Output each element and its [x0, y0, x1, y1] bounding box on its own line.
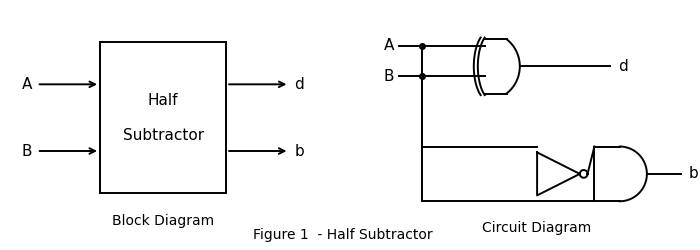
Text: B: B	[22, 144, 32, 158]
Text: d: d	[294, 77, 304, 92]
Text: A: A	[384, 38, 394, 53]
Text: b: b	[689, 166, 699, 182]
Text: Figure 1  - Half Subtractor: Figure 1 - Half Subtractor	[253, 228, 433, 242]
Text: Block Diagram: Block Diagram	[112, 214, 214, 228]
Bar	[100, 42, 226, 194]
Text: Half: Half	[148, 92, 178, 108]
Text: Circuit Diagram: Circuit Diagram	[482, 221, 592, 235]
Text: d: d	[617, 59, 627, 74]
Text: b: b	[294, 144, 304, 158]
Text: Subtractor: Subtractor	[122, 128, 204, 143]
Text: A: A	[22, 77, 32, 92]
Text: B: B	[384, 68, 394, 84]
